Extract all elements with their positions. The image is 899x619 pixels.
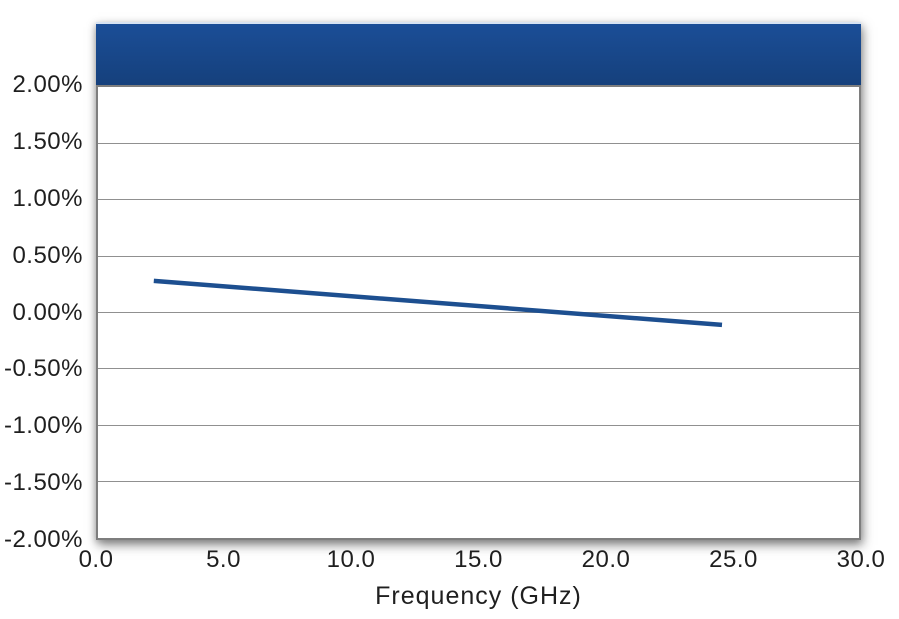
x-axis-labels: 0.0 5.0 10.0 15.0 20.0 25.0 30.0 <box>79 545 885 577</box>
x-tick-label: 5.0 <box>206 546 241 573</box>
gridline <box>98 312 859 313</box>
y-tick-label: 0.00% <box>12 298 83 326</box>
x-tick-label: 20.0 <box>581 546 631 573</box>
gridline <box>98 481 859 483</box>
data-line-svg <box>153 278 723 328</box>
chart-block <box>96 22 861 540</box>
gridline <box>98 255 859 257</box>
gridline <box>98 142 859 144</box>
y-tick-label: -2.00% <box>3 526 83 553</box>
y-tick-label: 1.00% <box>12 184 83 212</box>
y-tick-label: 0.50% <box>12 241 83 269</box>
x-tick-label: 10.0 <box>326 546 376 573</box>
x-tick-label: 25.0 <box>709 546 758 573</box>
y-tick-label: 2.00% <box>12 71 83 98</box>
x-tick-label: 30.0 <box>836 546 886 573</box>
y-tick-label: 1.50% <box>12 127 83 155</box>
gridline <box>98 424 859 426</box>
x-tick-label: 15.0 <box>454 546 503 573</box>
y-axis-labels: 2.00% 1.50% 1.00% 0.50% 0.00% -0.50% -1.00% -1.… <box>0 71 88 553</box>
gridline <box>98 199 859 201</box>
y-tick-label: -0.50% <box>3 355 83 383</box>
x-tick-label: 0.0 <box>78 546 114 573</box>
y-tick-label: -1.50% <box>3 469 83 497</box>
y-tick-label: -1.00% <box>3 412 83 440</box>
gridline <box>98 368 859 370</box>
title-banner <box>96 22 861 85</box>
x-axis-title: Frequency (GHz) <box>375 582 582 610</box>
plot-area <box>96 85 861 540</box>
series-line <box>153 278 723 328</box>
